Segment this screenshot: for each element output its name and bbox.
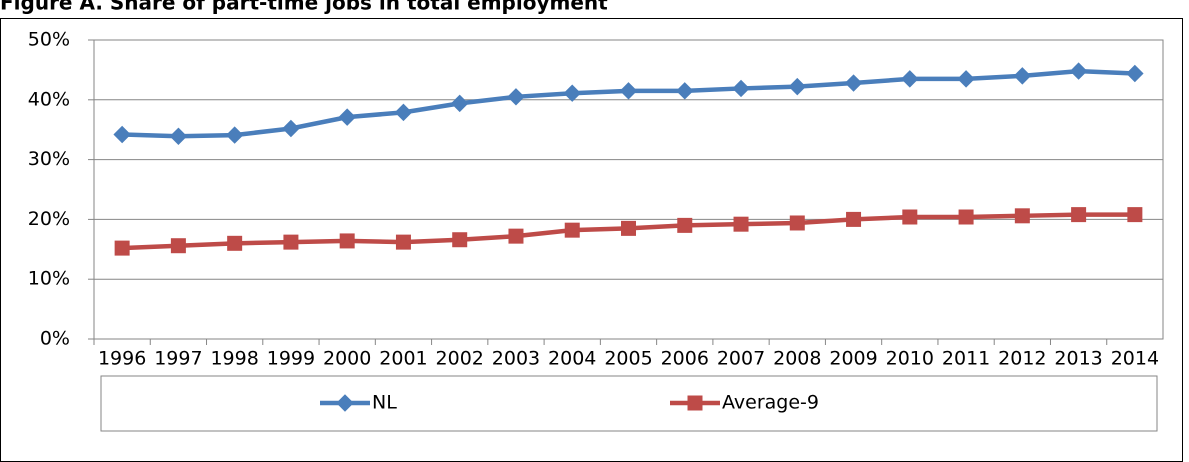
data-point: [789, 215, 805, 231]
data-point: [225, 126, 244, 144]
data-point: [844, 74, 863, 92]
x-tick-label: 1996: [98, 348, 146, 370]
y-tick-label: 40%: [28, 88, 70, 110]
data-point: [1069, 62, 1088, 80]
data-point: [902, 209, 918, 225]
x-tick-label: 2006: [661, 348, 709, 370]
x-tick-label: 2004: [548, 348, 596, 370]
legend-marker: [687, 395, 703, 411]
x-tick-label: 2007: [717, 348, 765, 370]
data-point: [1071, 207, 1087, 223]
x-tick-label: 2009: [829, 348, 877, 370]
data-point: [227, 235, 243, 251]
x-tick-label: 2000: [323, 348, 371, 370]
data-point: [677, 217, 693, 233]
x-tick-label: 2011: [942, 348, 990, 370]
y-tick-label: 0%: [40, 328, 70, 350]
legend-label: Average-9: [722, 392, 819, 414]
legend-label: NL: [372, 392, 397, 414]
data-point: [958, 209, 974, 225]
plot-area: [93, 39, 1164, 340]
chart-title: Figure A. Share of part-time jobs in tot…: [0, 0, 608, 15]
x-tick-label: 1997: [154, 348, 202, 370]
x-tick-label: 2012: [998, 348, 1046, 370]
data-point: [1014, 208, 1030, 224]
data-point: [564, 222, 580, 238]
legend-marker: [336, 394, 354, 412]
data-point: [846, 211, 862, 227]
data-point: [621, 220, 636, 236]
data-point: [1013, 67, 1032, 85]
data-point: [451, 94, 469, 113]
x-tick-label: 2008: [773, 348, 821, 370]
data-point: [282, 119, 300, 138]
data-point: [113, 125, 131, 144]
data-point: [338, 108, 356, 126]
data-point: [619, 82, 638, 100]
data-point: [339, 233, 355, 249]
data-point: [1126, 64, 1144, 83]
x-tick-label: 2010: [886, 348, 934, 370]
legend-box: [100, 375, 1158, 432]
data-point: [957, 70, 975, 88]
y-tick-label: 10%: [28, 268, 70, 290]
x-tick-label: 1998: [210, 348, 258, 370]
data-point: [395, 234, 411, 250]
x-tick-label: 2014: [1111, 348, 1159, 370]
data-point: [169, 127, 188, 145]
x-tick-label: 2005: [604, 348, 652, 370]
y-tick-label: 20%: [28, 208, 70, 230]
data-point: [676, 82, 694, 100]
data-point: [114, 240, 130, 256]
data-point: [733, 216, 749, 232]
data-point: [1127, 207, 1143, 223]
data-point: [788, 77, 806, 96]
data-point: [283, 234, 299, 250]
data-point: [901, 70, 919, 88]
data-point: [507, 88, 525, 106]
data-point: [452, 232, 468, 248]
y-tick-label: 30%: [28, 148, 70, 170]
data-point: [732, 79, 750, 98]
data-point: [394, 103, 413, 122]
y-tick-label: 50%: [28, 29, 70, 51]
x-tick-label: 2013: [1054, 348, 1102, 370]
data-point: [170, 238, 186, 254]
data-point: [508, 228, 524, 244]
x-tick-label: 2002: [436, 348, 484, 370]
x-tick-label: 2001: [379, 348, 427, 370]
data-point: [563, 84, 581, 102]
x-tick-label: 2003: [492, 348, 540, 370]
x-tick-label: 1999: [267, 348, 315, 370]
